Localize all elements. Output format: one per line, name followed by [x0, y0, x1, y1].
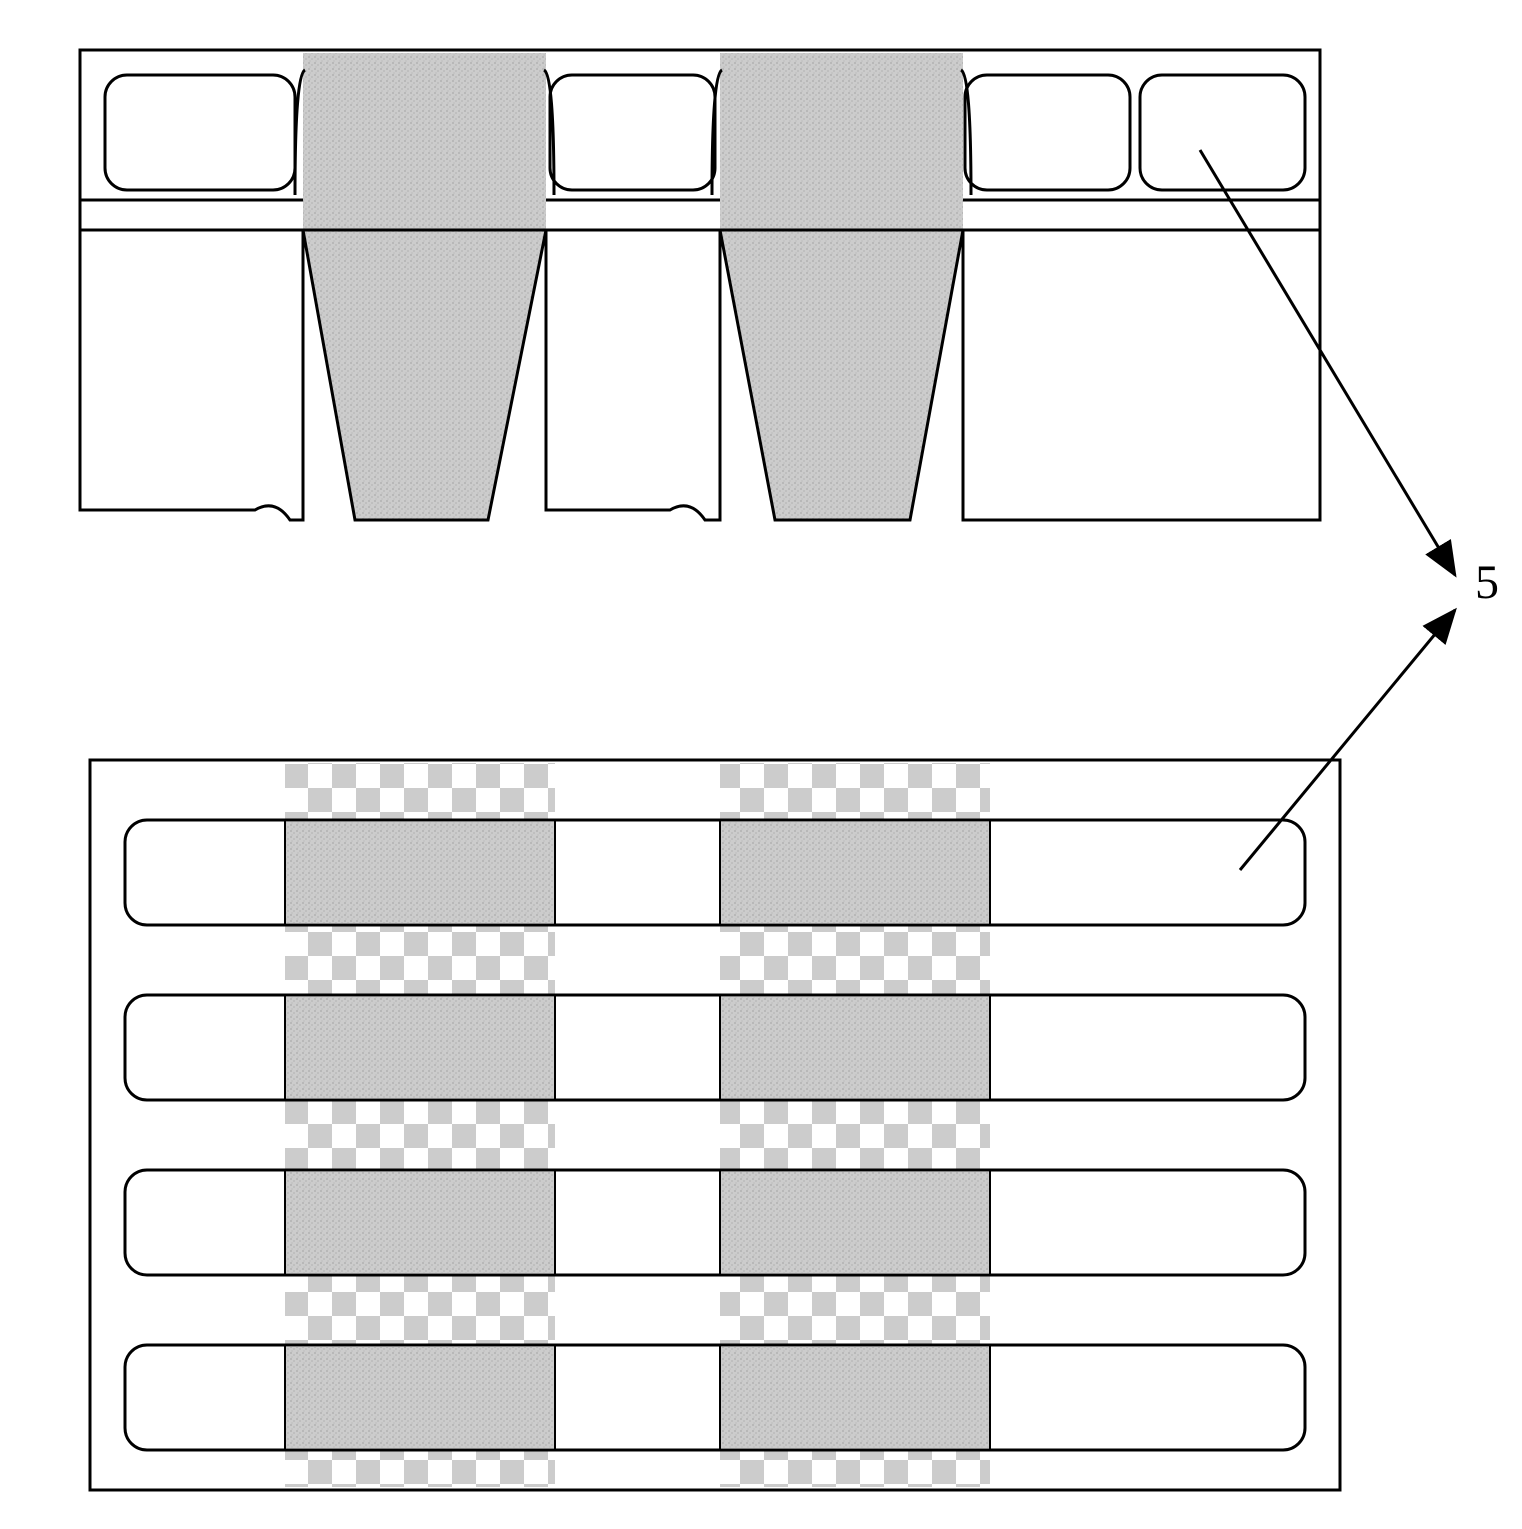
feature-5-rect-b	[550, 75, 715, 190]
plan-bar-4	[125, 1345, 1305, 1450]
diagram-container: 5	[20, 20, 1522, 1509]
plan-view	[90, 760, 1340, 1490]
bottom-block-right	[963, 230, 1320, 520]
plan-bar-3	[125, 1170, 1305, 1275]
cross-section-view	[80, 50, 1320, 520]
diagram-svg	[20, 20, 1522, 1509]
bottom-block-mid	[546, 230, 720, 520]
top-gray-fill-2	[720, 53, 963, 229]
feature-5-rect-d	[1140, 75, 1305, 190]
leader-arrow-bottom	[1240, 610, 1455, 870]
plan-bar-1	[125, 820, 1305, 925]
trapezoid-1	[303, 230, 546, 520]
bottom-block-left	[80, 230, 303, 520]
feature-5-rect-c	[965, 75, 1130, 190]
reference-label-5: 5	[1475, 555, 1499, 610]
feature-5-rect-a	[105, 75, 295, 190]
top-gray-fill-1	[303, 53, 546, 229]
trapezoid-2	[720, 230, 963, 520]
plan-bar-2	[125, 995, 1305, 1100]
